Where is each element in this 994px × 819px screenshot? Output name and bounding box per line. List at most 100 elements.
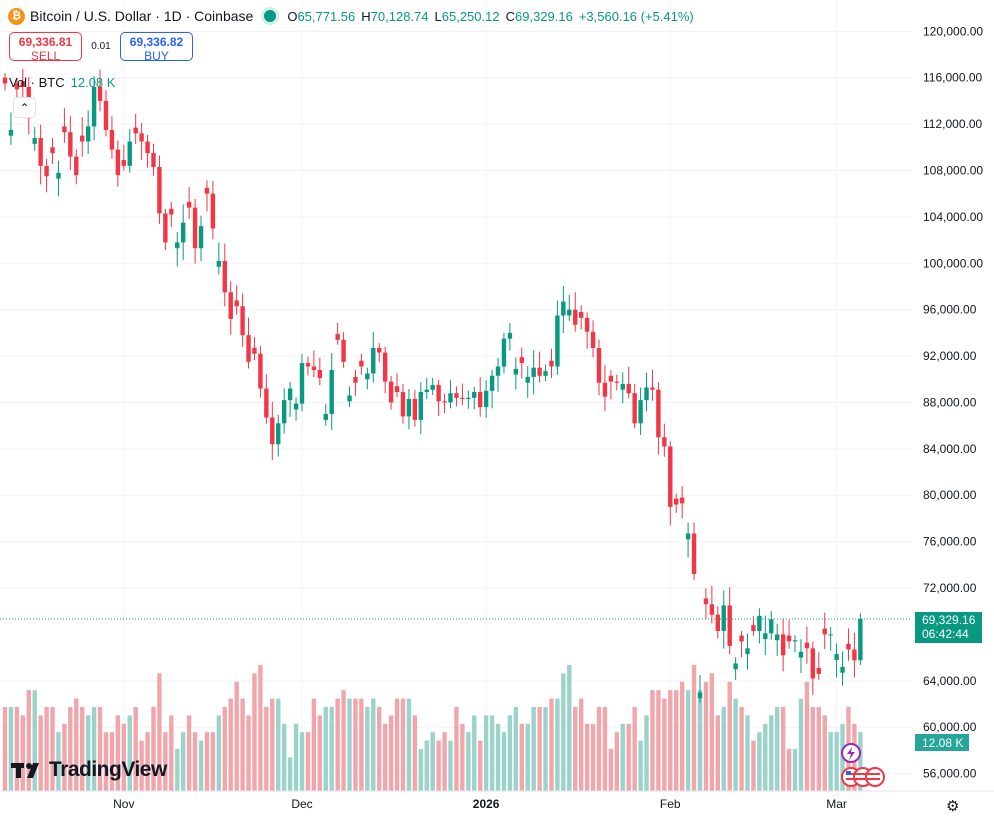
candle-body xyxy=(281,400,287,424)
volume-bar xyxy=(555,698,560,791)
candle-body xyxy=(359,360,364,367)
candle-body xyxy=(483,390,489,408)
candle-body xyxy=(56,172,61,179)
candle-body xyxy=(50,147,55,154)
candle-body xyxy=(780,634,786,656)
buy-label: BUY xyxy=(144,49,169,63)
sell-button[interactable]: 69,336.81 SELL xyxy=(9,32,82,63)
volume-bar xyxy=(828,732,833,791)
volume-bar xyxy=(834,732,839,791)
change-value: +3,560.16 (+5.41%) xyxy=(578,8,694,24)
volume-bar xyxy=(715,715,720,791)
candle-body xyxy=(584,317,590,332)
volume-bar xyxy=(608,749,614,791)
volume-bar xyxy=(281,723,287,791)
candle-body xyxy=(632,393,637,424)
candle-body xyxy=(377,347,382,353)
volume-bar xyxy=(442,732,447,791)
market-status-icon[interactable] xyxy=(261,7,280,25)
volume-bar xyxy=(644,715,649,791)
events-markers[interactable] xyxy=(838,742,888,792)
collapse-chevron-up-icon[interactable]: ⌃ xyxy=(13,97,36,118)
volume-bar xyxy=(394,698,400,791)
volume-bar xyxy=(792,749,798,791)
us-flag-event-icon-3[interactable] xyxy=(865,767,885,787)
price-tick-label: 84,000.00 xyxy=(923,442,977,456)
volume-bar xyxy=(685,690,691,791)
candle-body xyxy=(151,153,156,168)
time-axis[interactable]: Nov Dec 2026 Feb Mar xyxy=(0,790,994,811)
volume-bar xyxy=(632,707,637,791)
volume-bar xyxy=(472,715,477,791)
price-tick-label: 116,000.00 xyxy=(923,71,982,85)
candle-body xyxy=(495,366,501,376)
volume-bar xyxy=(264,707,269,791)
buy-button[interactable]: 69,336.82 BUY xyxy=(120,32,193,63)
volume-bar xyxy=(751,740,756,791)
candle-body xyxy=(44,165,49,177)
price-tick-label: 92,000.00 xyxy=(923,349,977,363)
tradingview-logo[interactable]: TradingView xyxy=(11,758,167,782)
volume-bar xyxy=(97,707,103,791)
candle-body xyxy=(697,692,703,699)
candle-body xyxy=(466,397,471,399)
volume-legend[interactable]: Vol · BTC 12.08 K xyxy=(9,75,115,90)
candle-body xyxy=(531,367,536,377)
volume-bar xyxy=(478,740,483,791)
volume-bar xyxy=(614,732,620,791)
candle-body xyxy=(276,423,281,445)
symbol-title[interactable]: Bitcoin / U.S. Dollar · 1D · Coinbase xyxy=(30,8,254,24)
settings-gear-icon[interactable]: ⚙ xyxy=(946,798,960,815)
spread-value: 0.01 xyxy=(91,41,111,52)
volume-bar xyxy=(276,698,281,791)
candle-body xyxy=(121,160,126,166)
volume-bar xyxy=(584,723,590,791)
candle-body xyxy=(270,417,275,445)
volume-bar xyxy=(127,715,132,791)
price-tick-label: 120,000.00 xyxy=(923,24,983,38)
volume-bar xyxy=(14,707,20,791)
candle-body xyxy=(685,533,691,540)
volume-bar xyxy=(20,715,26,791)
volume-bar xyxy=(252,673,257,791)
candle-body xyxy=(436,385,441,402)
volume-bar xyxy=(656,690,661,791)
open-label: O xyxy=(287,8,298,24)
candle-body xyxy=(810,648,816,679)
volume-bar xyxy=(590,723,596,791)
lightning-glyph xyxy=(847,747,855,760)
candle-body xyxy=(519,357,524,364)
volume-bar xyxy=(543,707,548,791)
price-tick-label: 72,000.00 xyxy=(923,581,977,595)
volume-bar xyxy=(26,690,31,791)
candle-body xyxy=(406,398,412,417)
candle-body xyxy=(210,193,216,229)
candle-body xyxy=(578,311,584,318)
volume-bar xyxy=(626,723,631,791)
candle-body xyxy=(400,392,406,417)
volume-bar xyxy=(412,715,418,791)
sell-price: 69,336.81 xyxy=(18,35,73,49)
last-price-badge xyxy=(915,612,982,643)
volume-bar xyxy=(388,715,394,791)
candle-body xyxy=(674,498,679,505)
candle-body xyxy=(513,368,519,375)
close-value: 69,329.16 xyxy=(514,8,573,24)
volume-bar xyxy=(531,707,536,791)
price-axis[interactable]: 120,000.00 116,000.00 112,000.00 108,000.00… xyxy=(923,24,983,780)
volume-bar xyxy=(786,749,792,791)
candle-body xyxy=(798,651,804,658)
volume-bar xyxy=(115,715,121,791)
candle-body xyxy=(169,208,174,215)
candle-body xyxy=(507,332,513,339)
flag-stripes-2 xyxy=(846,778,880,780)
volume-bar xyxy=(507,715,513,791)
volume-bar xyxy=(169,715,174,791)
volume-bar xyxy=(38,715,43,791)
candle-body xyxy=(478,392,483,408)
volume-bar xyxy=(578,698,584,791)
volume-bar xyxy=(109,732,115,791)
candle-body xyxy=(145,141,150,154)
candle-body xyxy=(626,383,631,394)
